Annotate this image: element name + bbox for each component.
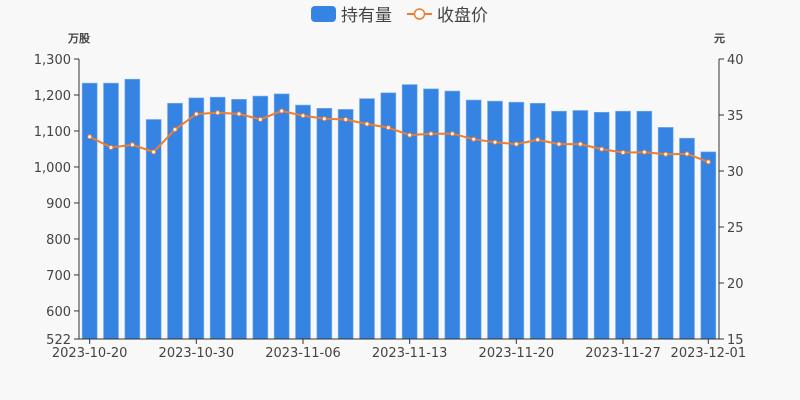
price-point xyxy=(449,131,455,137)
right-tick-label: 40 xyxy=(727,53,744,68)
price-point xyxy=(108,144,114,150)
x-tick-label: 2023-10-30 xyxy=(159,346,235,361)
x-tick-label: 2023-11-20 xyxy=(479,346,555,361)
price-point xyxy=(364,121,370,127)
bar xyxy=(209,96,226,340)
price-point xyxy=(577,141,583,147)
bar xyxy=(188,97,205,340)
x-tick-label: 2023-11-13 xyxy=(372,346,448,361)
legend-bar-icon xyxy=(311,6,336,22)
legend[interactable]: 持有量 收盘价 xyxy=(311,6,488,26)
price-point xyxy=(300,113,306,119)
left-tick-label: 800 xyxy=(46,233,71,248)
bar xyxy=(615,110,631,340)
x-tick-label: 2023-11-06 xyxy=(265,346,341,361)
bar xyxy=(423,88,439,340)
price-point xyxy=(684,151,690,157)
right-tick-label: 25 xyxy=(727,221,744,236)
legend-label-price: 收盘价 xyxy=(437,6,488,26)
price-point xyxy=(129,142,135,148)
left-tick-label: 700 xyxy=(46,269,71,284)
bar xyxy=(295,104,311,340)
price-point xyxy=(172,127,178,133)
legend-item-holding[interactable]: 持有量 xyxy=(311,6,392,26)
price-point xyxy=(87,134,93,140)
left-tick-label: 1,300 xyxy=(34,53,71,68)
bar-series xyxy=(81,78,717,340)
price-point xyxy=(663,151,669,157)
bar xyxy=(124,78,141,340)
price-point xyxy=(641,149,647,155)
price-point xyxy=(705,159,711,165)
bar xyxy=(359,98,375,340)
bar xyxy=(231,99,247,340)
price-point xyxy=(492,139,498,145)
price-point xyxy=(279,108,285,114)
bar xyxy=(636,110,653,340)
price-point xyxy=(556,141,562,147)
right-axis-unit: 元 xyxy=(714,32,725,45)
price-point xyxy=(385,125,391,131)
price-point xyxy=(535,137,541,143)
axes: 1,300 1,200 1,100 1,000 900 800 700 600 522 40 35 3… xyxy=(34,53,746,361)
legend-label-holding: 持有量 xyxy=(341,6,392,26)
right-tick-label: 35 xyxy=(727,109,744,124)
price-point xyxy=(599,146,605,152)
price-point xyxy=(321,116,327,122)
bar xyxy=(657,127,674,340)
price-point xyxy=(620,150,626,156)
bar xyxy=(444,90,461,340)
left-tick-label: 1,100 xyxy=(34,125,71,140)
left-tick-label: 1,200 xyxy=(34,89,71,104)
price-point xyxy=(257,116,263,122)
bar xyxy=(167,102,183,340)
left-tick-label: 1,000 xyxy=(34,161,71,176)
right-tick-label: 15 xyxy=(727,333,744,348)
right-tick-label: 20 xyxy=(727,277,744,292)
bar xyxy=(508,101,525,340)
price-point xyxy=(513,141,519,147)
left-tick-label: 522 xyxy=(46,333,71,348)
bar xyxy=(679,137,695,340)
price-point xyxy=(215,110,221,116)
price-point xyxy=(343,116,349,122)
bar xyxy=(700,151,717,340)
price-point xyxy=(428,131,434,137)
legend-item-price[interactable]: 收盘价 xyxy=(407,6,488,26)
bar xyxy=(103,82,119,340)
line-series xyxy=(87,108,711,165)
price-point xyxy=(471,136,477,142)
bar xyxy=(401,84,418,340)
x-tick-label: 2023-11-27 xyxy=(585,346,661,361)
price-point xyxy=(193,111,199,117)
bar xyxy=(273,93,290,340)
bar xyxy=(252,95,269,340)
bar xyxy=(487,100,503,340)
bar xyxy=(465,99,482,340)
left-axis-unit: 万股 xyxy=(67,32,91,45)
x-tick-label: 2023-12-01 xyxy=(671,346,747,361)
left-tick-label: 600 xyxy=(46,305,71,320)
bar xyxy=(81,82,98,340)
price-point xyxy=(236,111,242,117)
price-point xyxy=(151,149,157,155)
bar xyxy=(316,108,333,340)
price-line xyxy=(89,109,709,163)
bar xyxy=(593,111,610,340)
right-tick-label: 30 xyxy=(727,165,744,180)
left-tick-label: 900 xyxy=(46,197,71,212)
bar xyxy=(337,109,354,340)
x-tick-label: 2023-10-20 xyxy=(52,346,128,361)
legend-circle-icon xyxy=(413,8,426,20)
price-point xyxy=(407,132,413,138)
